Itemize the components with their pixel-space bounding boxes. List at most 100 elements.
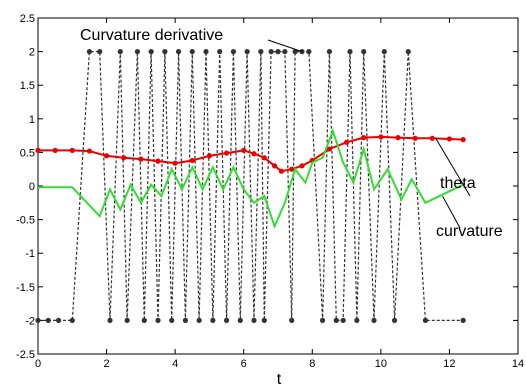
curvature-derivative-point [148, 49, 154, 55]
curvature-derivative-point [306, 49, 312, 55]
curvature-derivative-point [69, 317, 75, 323]
theta-point [278, 168, 285, 174]
curvature-derivative-point [292, 49, 298, 55]
curvature-derivative-point [282, 49, 288, 55]
curvature-derivative-point [319, 317, 326, 323]
curvature-derivative-point [117, 49, 123, 55]
theta-point [326, 146, 333, 152]
theta-point [138, 156, 144, 162]
y-tick-label: 0.5 [20, 147, 35, 159]
curvature-derivative-point [230, 49, 237, 55]
curvature-derivative-point [354, 317, 360, 323]
curvature-derivative-point [45, 317, 51, 323]
x-tick-label: 12 [443, 358, 455, 370]
theta-point [299, 163, 305, 169]
curvature-derivative-point [268, 49, 274, 55]
curvature-derivative-point [333, 317, 339, 323]
curvature-derivative-point [326, 49, 333, 55]
theta-point [206, 153, 213, 159]
theta-point [289, 166, 295, 172]
curvature-derivative-point [371, 317, 377, 323]
curvature-derivative-point [169, 317, 175, 323]
x-tick-label: 8 [309, 358, 315, 370]
theta-point [460, 137, 466, 143]
curvature-derivative-point [361, 49, 367, 55]
curvature-derivative-point [289, 317, 295, 323]
curvature-derivative-point [210, 317, 216, 323]
curvature-line [38, 127, 464, 230]
curvature-derivative-point [237, 317, 243, 323]
curvature-derivative-point [141, 317, 147, 323]
curvature-derivative-point [391, 317, 398, 323]
x-axis: 0 2 4 6 8 10 12 14 [35, 18, 524, 370]
y-tick-label: 1 [29, 114, 35, 126]
x-tick-label: 14 [512, 358, 524, 370]
y-tick-label: -1 [25, 248, 35, 260]
curvature-derivative-point [162, 49, 168, 55]
y-tick-label: -2.5 [16, 349, 35, 361]
theta-point [412, 135, 418, 141]
curvature-derivative-point [182, 317, 189, 323]
curvature-derivative-point [86, 49, 93, 55]
series-curvature [38, 127, 464, 230]
theta-point [251, 151, 257, 157]
x-tick-label: 6 [241, 358, 247, 370]
x-tick-label: 10 [375, 358, 387, 370]
x-tick-label: 0 [35, 358, 41, 370]
plot-area [37, 17, 519, 355]
series-theta [35, 134, 466, 174]
theta-point [241, 147, 247, 153]
annotation-leader [442, 195, 461, 229]
theta-point [86, 148, 93, 154]
theta-point [35, 147, 41, 153]
annotation-leader [435, 138, 471, 197]
theta-point [378, 134, 384, 140]
theta-point [343, 139, 350, 145]
curvature-derivative-point [258, 49, 264, 55]
annotation-label: curvature [436, 223, 503, 240]
curvature-derivative-point [251, 317, 257, 323]
x-tick-label: 2 [104, 358, 110, 370]
theta-point [121, 155, 127, 161]
curvature-derivative-point [175, 49, 182, 55]
x-axis-label: t [277, 371, 282, 388]
curvature-derivative-point [189, 49, 195, 55]
theta-point [223, 150, 230, 156]
curvature-derivative-point [422, 317, 429, 323]
y-axis: -2.5 -2 -1.5 -1 -0.5 0 0.5 1 1.5 2 2.5 [16, 13, 518, 361]
y-tick-label: 2 [29, 47, 35, 59]
curvature-derivative-point [134, 49, 141, 55]
curvature-derivative-point [347, 49, 353, 55]
theta-point [429, 135, 435, 141]
theta-point [189, 157, 195, 164]
theta-point [69, 147, 75, 153]
curvature-derivative-point [217, 49, 223, 55]
theta-point [395, 135, 401, 141]
curvature-derivative-point [97, 49, 103, 55]
y-tick-label: -1.5 [16, 282, 35, 294]
curvature-derivative-point [35, 317, 41, 323]
curvature-derivative-point [55, 317, 62, 323]
theta-point [172, 160, 178, 166]
y-tick-label: 0 [29, 181, 35, 193]
theta-point [155, 158, 161, 164]
curvature-derivative-point [275, 49, 281, 55]
theta-point [361, 135, 367, 141]
curvature-derivative-point [460, 317, 466, 323]
curvature-derivative-point [223, 317, 230, 323]
y-tick-label: -2 [25, 315, 35, 327]
curvature-derivative-point [405, 49, 411, 55]
curvature-derivative-point [244, 49, 250, 55]
annotation-leader [267, 39, 303, 53]
y-tick-label: 2.5 [20, 13, 35, 25]
curvature-derivative-point [124, 317, 130, 323]
theta-point [446, 136, 453, 142]
theta-point [261, 155, 267, 161]
x-tick-label: 4 [172, 358, 178, 370]
y-tick-label: -0.5 [16, 215, 35, 227]
curvature-derivative-point [196, 317, 202, 323]
theta-point [103, 153, 110, 159]
curvature-derivative-point [107, 317, 113, 323]
curvature-derivative-point [261, 317, 267, 323]
